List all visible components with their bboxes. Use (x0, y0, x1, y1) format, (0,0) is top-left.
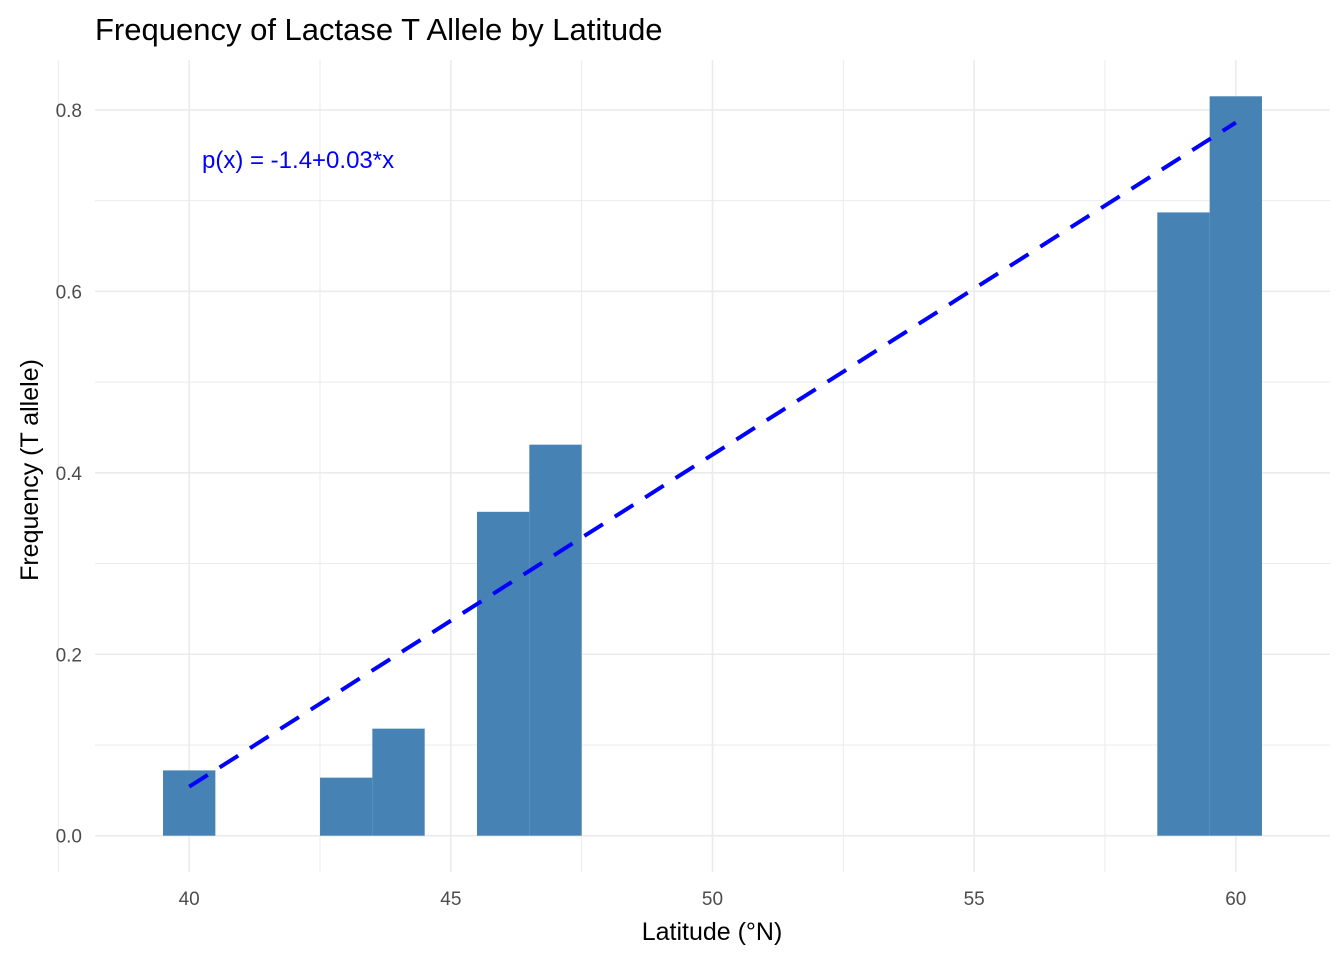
x-axis-title: Latitude (°N) (642, 918, 783, 946)
y-tick-label: 0.4 (56, 464, 83, 485)
bar (320, 777, 373, 836)
bar (163, 770, 216, 836)
y-tick-label: 0.2 (56, 645, 82, 666)
regression-annotation: p(x) = -1.4+0.03*x (202, 147, 394, 174)
x-tick-label: 50 (702, 889, 723, 910)
bar (529, 444, 582, 836)
y-tick-label: 0.0 (56, 827, 82, 848)
trend-line-group (188, 120, 1237, 789)
y-tick-label: 0.8 (56, 101, 82, 122)
y-tick-label: 0.6 (56, 282, 82, 303)
bar (1209, 96, 1262, 836)
chart-title: Frequency of Lactase T Allele by Latitud… (95, 12, 663, 47)
bar (372, 728, 425, 836)
x-tick-label: 55 (964, 889, 985, 910)
bars (163, 96, 1262, 836)
tick-labels: 40 45 50 55 60 0.0 0.2 0.4 0.6 0.8 (56, 101, 1247, 910)
trend-line (188, 120, 1237, 789)
bar (1157, 212, 1210, 836)
x-tick-label: 60 (1225, 889, 1246, 910)
x-tick-label: 45 (440, 889, 461, 910)
y-axis-title: Frequency (T allele) (16, 359, 44, 581)
bar (477, 511, 530, 836)
x-tick-label: 40 (179, 889, 200, 910)
